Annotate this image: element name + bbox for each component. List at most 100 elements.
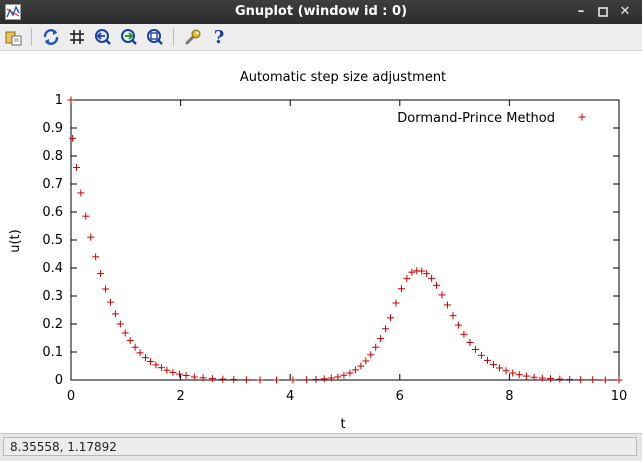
x-tick-label: 2 (176, 389, 184, 404)
data-point (362, 357, 370, 365)
close-icon[interactable]: ✕ (619, 4, 631, 19)
data-point (106, 298, 114, 306)
data-point (152, 361, 160, 369)
x-tick-label: 8 (505, 389, 513, 404)
autoscale-icon[interactable] (145, 27, 165, 47)
data-point (163, 366, 171, 374)
maximize-icon[interactable] (594, 3, 612, 21)
data-point (256, 376, 264, 384)
data-point (142, 354, 150, 362)
data-point (72, 163, 80, 171)
data-point (82, 212, 90, 220)
zoom-next-icon[interactable] (119, 27, 139, 47)
data-point (273, 376, 280, 384)
copy-print-icon[interactable] (4, 27, 24, 47)
data-point (97, 270, 105, 278)
data-point (372, 343, 380, 351)
data-point (146, 358, 154, 366)
legend-label: Dormand-Prince Method (397, 111, 555, 126)
y-tick-label: 0.9 (42, 121, 63, 136)
y-tick-label: 0.7 (42, 177, 63, 192)
options-wrench-icon[interactable] (183, 27, 203, 47)
data-point (433, 281, 441, 289)
x-axis-label: t (340, 417, 345, 432)
plot-area[interactable]: Automatic step size adjustment t u(t) 00… (0, 51, 642, 433)
grid-icon[interactable] (67, 27, 87, 47)
data-point (509, 369, 517, 377)
plot-border (70, 99, 620, 381)
data-point (176, 370, 184, 378)
data-point (408, 268, 416, 276)
data-point (490, 361, 498, 369)
replot-icon[interactable] (41, 27, 61, 47)
x-tick-label: 4 (286, 389, 294, 404)
data-point (92, 253, 100, 261)
gnuplot-app-icon[interactable] (5, 4, 21, 20)
data-point (601, 376, 609, 384)
toolbar-separator (31, 28, 32, 46)
data-point (312, 375, 320, 383)
data-point (615, 376, 623, 384)
data-point (126, 337, 134, 345)
data-point (230, 375, 238, 383)
x-tick-label: 10 (611, 389, 628, 404)
data-point (386, 314, 394, 322)
data-point (377, 335, 385, 343)
help-icon[interactable]: ? (213, 26, 225, 48)
toolbar: ? (0, 24, 642, 51)
data-point (77, 189, 85, 197)
y-tick-label: 0.2 (42, 317, 63, 332)
data-point (443, 301, 451, 309)
data-point (320, 375, 328, 383)
data-point (87, 233, 95, 241)
data-point (334, 373, 342, 381)
status-bar: 8.35558, 1.17892 (0, 433, 642, 461)
data-point (438, 291, 446, 299)
data-point (367, 351, 375, 359)
data-point (423, 270, 431, 278)
data-point (169, 368, 177, 376)
y-tick-label: 0 (55, 373, 63, 388)
data-point (449, 312, 457, 320)
title-bar[interactable]: Gnuplot (window id : 0) – ✕ (0, 0, 642, 24)
data-point (208, 375, 216, 383)
data-point (346, 369, 354, 377)
data-point (303, 376, 311, 384)
data-point (418, 267, 426, 275)
zoom-previous-icon[interactable] (93, 27, 113, 47)
data-point (471, 345, 479, 353)
data-point (477, 351, 485, 359)
y-tick-label: 0.5 (42, 233, 63, 248)
toolbar-separator (173, 28, 174, 46)
data-point (199, 374, 207, 382)
data-point (547, 375, 554, 383)
data-point (483, 356, 491, 364)
data-point (403, 275, 411, 283)
data-point (428, 274, 436, 282)
window-title: Gnuplot (window id : 0) (234, 4, 408, 19)
data-point (219, 375, 227, 383)
y-axis-label: u(t) (8, 229, 23, 252)
data-point (102, 285, 110, 293)
data-point (466, 338, 474, 346)
data-point (67, 96, 75, 104)
status-coordinates: 8.35558, 1.17892 (3, 437, 637, 456)
data-point (242, 376, 250, 384)
y-tick-label: 0.1 (42, 345, 63, 360)
data-point (566, 375, 574, 383)
data-point (111, 310, 119, 318)
minimize-icon[interactable]: – (577, 4, 585, 19)
data-point (382, 325, 390, 333)
x-tick-label: 6 (396, 389, 404, 404)
y-tick-label: 0.3 (42, 289, 63, 304)
data-point (182, 372, 190, 380)
data-point (454, 321, 462, 329)
y-tick-label: 0.6 (42, 205, 63, 220)
y-tick-label: 1 (55, 93, 63, 108)
legend-marker (578, 113, 586, 121)
data-point (397, 285, 405, 293)
data-point (190, 373, 198, 381)
data-point (502, 367, 510, 375)
legend-marker-plus (578, 113, 586, 121)
